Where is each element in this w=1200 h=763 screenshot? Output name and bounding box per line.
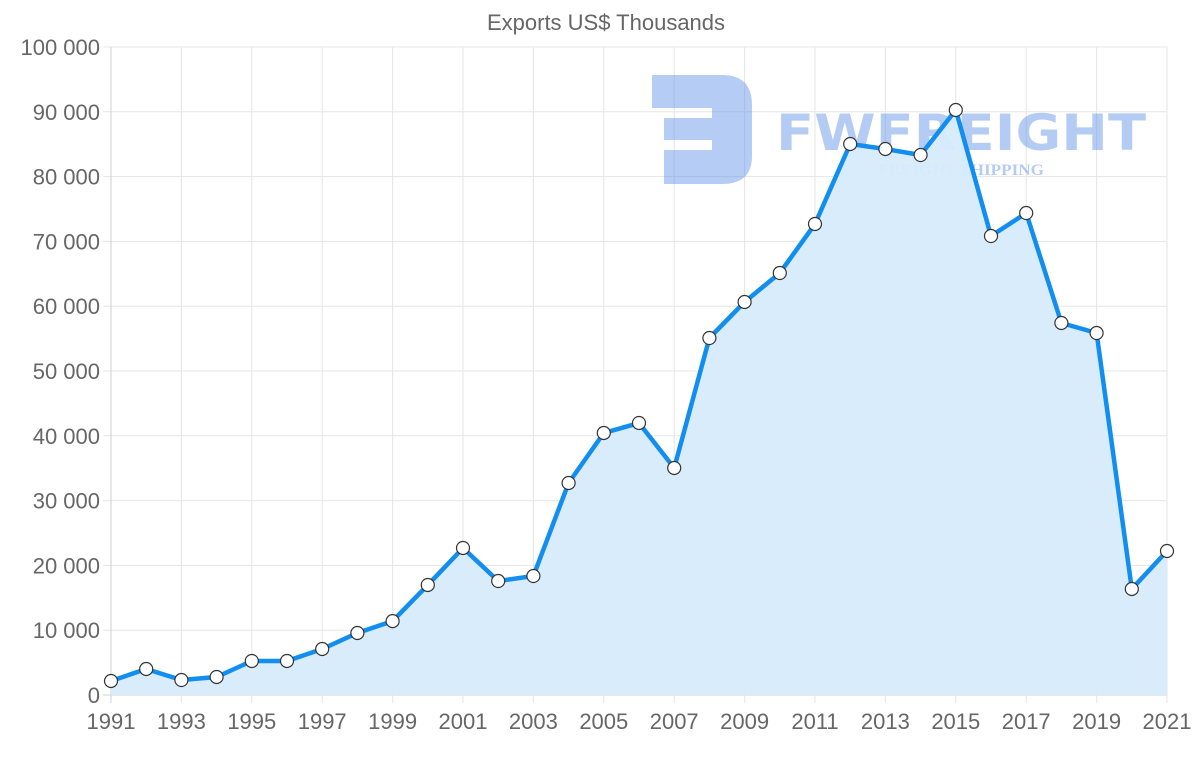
x-tick-label: 1991 xyxy=(87,709,136,734)
x-tick-label: 2011 xyxy=(791,709,838,734)
data-point-2001[interactable] xyxy=(455,540,471,556)
x-tick-label: 2013 xyxy=(861,709,910,734)
area-fill xyxy=(111,110,1167,695)
x-tick-label: 1997 xyxy=(298,709,347,734)
data-point-2004[interactable] xyxy=(561,475,576,491)
data-point-1996[interactable] xyxy=(279,653,295,669)
data-point-1998[interactable] xyxy=(350,625,365,641)
data-point-2018[interactable] xyxy=(1054,315,1069,331)
data-point-2000[interactable] xyxy=(420,577,435,593)
x-axis: 1991 1993 1995 1997 1999 2001 2003 2005 2007 2009… xyxy=(87,709,1192,734)
data-point-2003[interactable] xyxy=(526,568,541,584)
data-point-2011[interactable] xyxy=(807,216,823,232)
x-tick-label: 2005 xyxy=(579,709,628,734)
x-tick-label: 2001 xyxy=(439,709,488,734)
chart-title: Exports US$ Thousands xyxy=(487,10,725,35)
x-tick-label: 2003 xyxy=(509,709,558,734)
data-point-2016[interactable] xyxy=(983,228,999,244)
y-tick-label: 100 000 xyxy=(20,35,100,60)
data-point-2013[interactable] xyxy=(878,141,893,157)
data-point-2002[interactable] xyxy=(491,573,506,589)
data-point-2009[interactable] xyxy=(737,294,752,310)
y-tick-label: 90 000 xyxy=(33,100,100,125)
data-point-1992[interactable] xyxy=(139,661,154,677)
data-point-2007[interactable] xyxy=(667,460,682,476)
data-point-2019[interactable] xyxy=(1089,325,1104,341)
x-tick-label: 2021 xyxy=(1143,709,1192,734)
x-tick-label: 1999 xyxy=(368,709,417,734)
fwfreight-logo-icon xyxy=(652,75,752,184)
data-point-2012[interactable] xyxy=(843,136,858,152)
x-tick-label: 2017 xyxy=(1002,709,1051,734)
data-point-2015[interactable] xyxy=(948,102,963,118)
y-tick-label: 30 000 xyxy=(33,489,100,514)
data-point-2017[interactable] xyxy=(1019,205,1034,221)
y-axis: 0 10 000 20 000 30 000 40 000 50 000 60 000 70 … xyxy=(20,35,100,708)
data-point-2010[interactable] xyxy=(772,265,787,281)
data-point-1999[interactable] xyxy=(385,614,400,629)
data-point-1993[interactable] xyxy=(174,672,189,688)
y-tick-label: 40 000 xyxy=(33,424,100,449)
data-point-1997[interactable] xyxy=(315,641,330,657)
x-tick-label: 1993 xyxy=(157,709,206,734)
data-point-2006[interactable] xyxy=(631,415,647,431)
y-tick-label: 20 000 xyxy=(33,553,100,578)
data-point-1991[interactable] xyxy=(103,673,119,689)
x-tick-label: 2007 xyxy=(650,709,699,734)
y-tick-label: 70 000 xyxy=(33,229,100,254)
data-point-2021[interactable] xyxy=(1159,543,1175,559)
data-point-2020[interactable] xyxy=(1124,581,1139,597)
data-point-2005[interactable] xyxy=(596,425,611,441)
data-point-1995[interactable] xyxy=(244,653,259,669)
y-tick-label: 50 000 xyxy=(33,359,100,384)
y-tick-label: 10 000 xyxy=(33,618,100,643)
x-tick-label: 1995 xyxy=(227,709,276,734)
y-tick-label: 60 000 xyxy=(33,294,100,319)
y-tick-label: 0 xyxy=(88,683,100,708)
data-point-2014[interactable] xyxy=(913,147,928,163)
data-points xyxy=(103,102,1175,689)
data-point-1994[interactable] xyxy=(209,669,224,685)
data-point-2008[interactable] xyxy=(702,330,717,346)
x-tick-label: 2009 xyxy=(720,709,769,734)
x-tick-label: 2019 xyxy=(1072,709,1121,734)
x-tick-label: 2015 xyxy=(931,709,980,734)
y-tick-label: 80 000 xyxy=(33,165,100,190)
